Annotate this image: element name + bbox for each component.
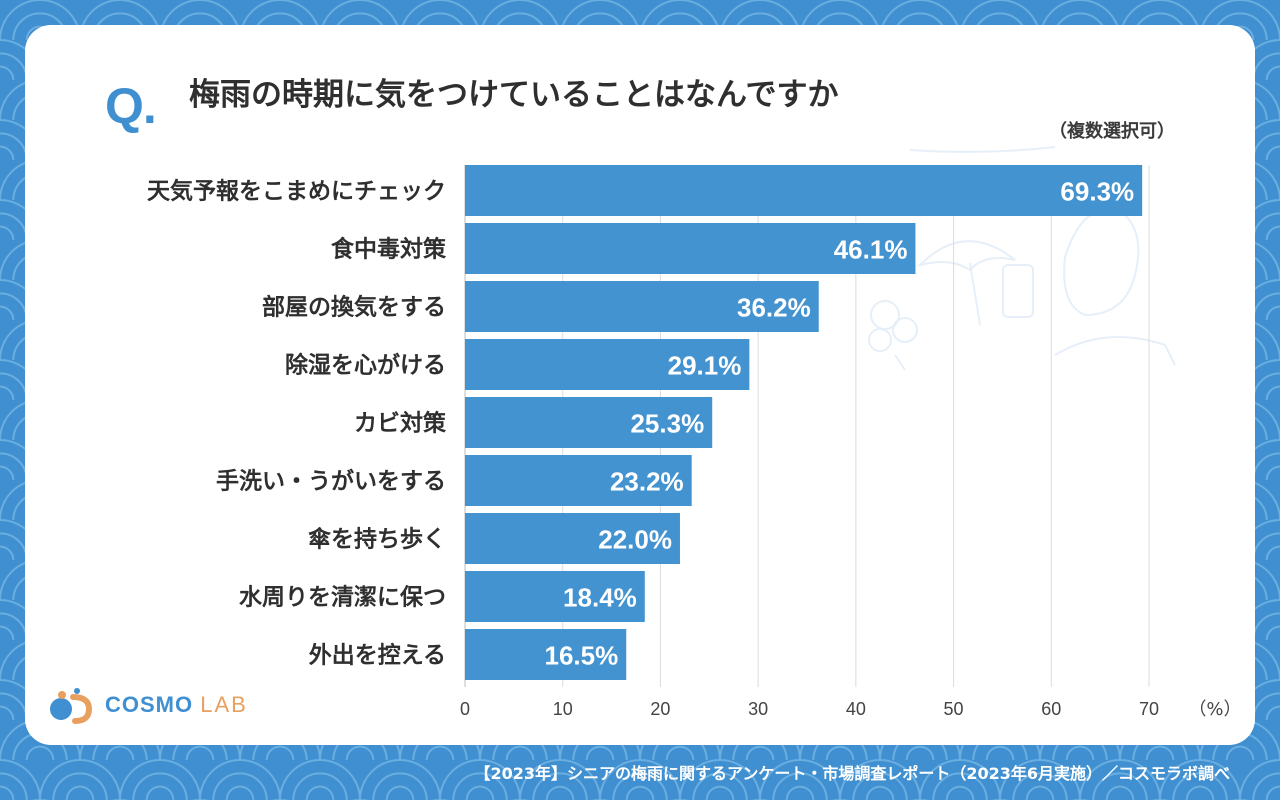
bar-chart: 天気予報をこまめにチェック食中毒対策部屋の換気をする除湿を心がけるカビ対策手洗い… [147,146,1242,720]
bar [465,397,713,448]
question-mark: Q. [105,78,157,134]
x-tick-label: 60 [1041,699,1061,719]
logo-mark-icon [50,688,93,724]
x-tick-label: 20 [650,699,670,719]
x-tick-label: 50 [944,699,964,719]
value-label: 18.4% [563,583,637,613]
logo-brand: COSMO [105,692,194,717]
x-tick-label: 40 [846,699,866,719]
x-axis-ticks: 0 10 20 30 40 50 60 70 （%） [460,699,1242,720]
category-label: 除湿を心がける [285,352,446,379]
cosmo-lab-logo: COSMO LAB [49,685,248,725]
question-title: 梅雨の時期に気をつけていることはなんですか [189,77,839,113]
category-label: 傘を持ち歩く [308,527,446,553]
category-label: 外出を控える [309,642,446,669]
multiple-choice-note: （複数選択可） [1049,121,1175,142]
bar [465,571,645,622]
category-labels: 天気予報をこまめにチェック食中毒対策部屋の換気をする除湿を心がけるカビ対策手洗い… [147,178,447,669]
bar [465,513,680,564]
x-tick-label: 10 [553,699,573,719]
value-label: 25.3% [630,409,704,439]
x-tick-label: 0 [460,699,470,719]
x-axis-unit: （%） [1188,699,1241,720]
chart-card: Q. 梅雨の時期に気をつけていることはなんですか （複数選択可） 天気予報をこま… [25,25,1255,745]
chart-bars [465,165,1143,680]
category-label: 水周りを清潔に保つ [239,584,446,611]
category-label: カビ対策 [354,410,447,437]
category-label: 天気予報をこまめにチェック [147,178,446,205]
source-footer: 【2023年】シニアの梅雨に関するアンケート・市場調査レポート（2023年6月実… [474,764,1230,783]
value-label: 29.1% [668,351,742,381]
category-label: 食中毒対策 [331,236,447,263]
bar [465,281,819,332]
value-labels: 69.3% 46.1% 36.2% 29.1% 25.3% 23.2% 22.0% 18.4%… [544,177,1134,671]
bar [465,455,692,506]
logo-text: COSMO LAB [105,692,248,718]
bar [465,165,1143,216]
bar [465,629,627,680]
value-label: 69.3% [1060,177,1134,207]
logo-suffix: LAB [200,692,248,717]
value-label: 46.1% [834,235,908,265]
bar [465,339,750,390]
x-tick-label: 70 [1139,699,1159,719]
value-label: 36.2% [737,293,811,323]
category-label: 部屋の換気をする [262,294,446,321]
x-tick-label: 30 [748,699,768,719]
bar [465,223,916,274]
category-label: 手洗い・うがいをする [216,468,446,495]
value-label: 16.5% [544,641,618,671]
value-label: 22.0% [598,525,672,555]
value-label: 23.2% [610,467,684,497]
